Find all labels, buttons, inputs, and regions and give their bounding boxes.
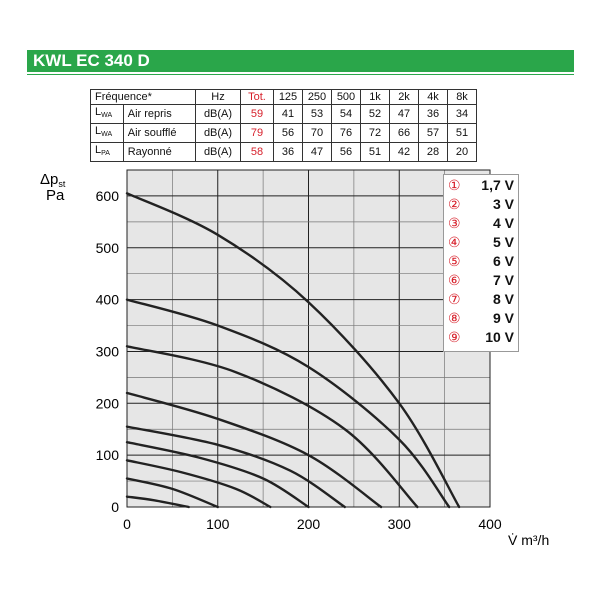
y-axis-unit: Pa xyxy=(46,187,65,204)
legend-item: ⑥ 7 V xyxy=(448,271,514,290)
symbol: L xyxy=(95,125,102,137)
legend-marker: ③ xyxy=(448,215,461,231)
legend-label: 10 V xyxy=(485,329,514,345)
series-line-7 xyxy=(125,345,419,509)
x-tick-label: 400 xyxy=(478,516,502,532)
table-row-name: Air soufflé xyxy=(122,123,197,143)
legend-marker: ④ xyxy=(448,234,461,250)
table-header-cell: Hz xyxy=(195,89,241,105)
chart-curves xyxy=(125,192,461,509)
y-tick-label: 200 xyxy=(96,395,120,411)
table-cell: 28 xyxy=(418,142,448,162)
series-line-1 xyxy=(125,495,190,509)
x-tick-label: 300 xyxy=(388,516,412,532)
symbol-subscript: PA xyxy=(101,150,110,157)
symbol: L xyxy=(95,106,102,118)
legend-label: 1,7 V xyxy=(481,177,514,193)
table-row: LPA Rayonné dB(A) 58 36 47 56 51 42 28 2… xyxy=(90,142,477,162)
y-tick-label: 500 xyxy=(96,240,120,256)
legend-marker: ⑦ xyxy=(448,291,461,307)
series-line-4 xyxy=(125,440,310,509)
legend-item: ④ 5 V xyxy=(448,233,514,252)
chart-ticks: 0 100 200 300 400 0 100 200 300 400 500 600 xyxy=(96,188,502,532)
legend-marker: ⑤ xyxy=(448,253,461,269)
legend-marker: ⑨ xyxy=(448,329,461,345)
table-cell-total: 58 xyxy=(240,142,274,162)
y-tick-label: 600 xyxy=(96,188,120,204)
legend-item: ⑤ 6 V xyxy=(448,252,514,271)
series-line-9 xyxy=(125,192,461,509)
x-tick-label: 0 xyxy=(123,516,131,532)
table-row: LWA Air repris dB(A) 59 41 53 54 52 47 3… xyxy=(90,104,477,124)
product-header-bar: KWL EC 340 D xyxy=(27,50,574,72)
legend-item: ① 1,7 V xyxy=(448,176,514,195)
legend-item: ⑦ 8 V xyxy=(448,290,514,309)
legend-label: 3 V xyxy=(492,196,514,212)
x-tick-label: 100 xyxy=(206,516,230,532)
chart-legend: ① 1,7 V ② 3 V ③ 4 V ④ 5 V ⑤ 6 V ⑥ 7 V ⑦ 8 V ⑧ 9 … xyxy=(443,174,519,352)
legend-label: 5 V xyxy=(492,234,514,250)
legend-item: ③ 4 V xyxy=(448,214,514,233)
legend-item: ⑧ 9 V xyxy=(448,309,514,328)
table-header-row: Fréquence* Hz Tot. 125 250 500 1k 2k 4k … xyxy=(90,89,477,105)
y-tick-label: 100 xyxy=(96,447,120,463)
legend-label: 6 V xyxy=(492,253,514,269)
table-cell: 42 xyxy=(389,142,419,162)
symbol-subscript: WA xyxy=(101,112,113,119)
sound-level-table: Fréquence* Hz Tot. 125 250 500 1k 2k 4k … xyxy=(90,89,477,162)
table-row-name: Rayonné xyxy=(122,142,197,162)
y-tick-label: 0 xyxy=(111,499,119,515)
symbol-subscript: WA xyxy=(101,131,113,138)
product-title: KWL EC 340 D xyxy=(33,51,150,70)
table-header-cell: 500 xyxy=(331,89,361,105)
series-line-8 xyxy=(125,298,451,509)
legend-item: ② 3 V xyxy=(448,195,514,214)
series-line-2 xyxy=(125,477,219,509)
series-line-3 xyxy=(125,459,272,509)
symbol: L xyxy=(95,144,102,156)
table-cell: 20 xyxy=(447,142,477,162)
table-cell: 72 xyxy=(360,123,390,143)
legend-label: 8 V xyxy=(492,291,514,307)
legend-marker: ⑧ xyxy=(448,310,461,326)
legend-marker: ⑥ xyxy=(448,272,461,288)
legend-marker: ② xyxy=(448,196,461,212)
legend-label: 4 V xyxy=(492,215,514,231)
table-cell-total: 59 xyxy=(240,104,274,124)
legend-label: 9 V xyxy=(492,310,514,326)
x-axis-label: V̇ m³/h xyxy=(508,532,549,548)
x-tick-label: 200 xyxy=(297,516,321,532)
header-divider xyxy=(27,74,574,75)
series-line-5 xyxy=(125,425,346,509)
table-cell: 34 xyxy=(447,104,477,124)
y-axis-label: Δpst xyxy=(40,171,66,189)
table-cell-unit: dB(A) xyxy=(195,104,241,124)
legend-item: ⑨ 10 V xyxy=(448,328,514,347)
series-line-6 xyxy=(125,391,383,509)
y-tick-label: 300 xyxy=(96,343,120,359)
y-tick-label: 400 xyxy=(96,292,120,308)
legend-marker: ① xyxy=(448,177,461,193)
legend-label: 7 V xyxy=(492,272,514,288)
table-header-cell: 8k xyxy=(447,89,477,105)
